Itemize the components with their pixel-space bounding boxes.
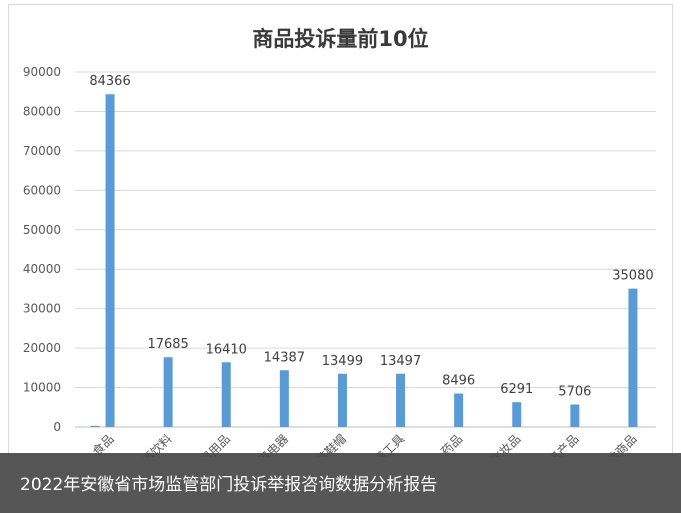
- y-tick-label: 40000: [23, 262, 61, 276]
- y-tick-label: 50000: [23, 223, 61, 237]
- secondary-bar: [90, 425, 100, 427]
- bar: [337, 373, 347, 427]
- y-tick-label: 0: [53, 420, 61, 434]
- chart-title: 商品投诉量前10位: [252, 27, 429, 51]
- data-label: 8496: [442, 373, 475, 388]
- y-tick-label: 70000: [23, 144, 61, 158]
- bar: [105, 94, 115, 428]
- data-label: 5706: [558, 384, 591, 399]
- bar: [628, 288, 638, 427]
- data-label: 16410: [206, 342, 247, 357]
- y-tick-label: 20000: [23, 341, 61, 355]
- bar: [163, 357, 173, 427]
- caption-bar: 2022年安徽省市场监管部门投诉举报咨询数据分析报告: [0, 453, 681, 513]
- y-tick-label: 10000: [23, 381, 61, 395]
- caption-text: 2022年安徽省市场监管部门投诉举报咨询数据分析报告: [20, 475, 438, 495]
- data-label: 14387: [264, 350, 305, 365]
- y-tick-label: 80000: [23, 104, 61, 118]
- chart-frame: 商品投诉量前10位 0 10000 20000 30000 40000 50000 6000…: [8, 4, 673, 457]
- bar: [221, 362, 231, 427]
- y-tick-label: 30000: [23, 302, 61, 316]
- chart-plot: 0 10000 20000 30000 40000 50000 60000 70000 8000…: [23, 65, 656, 457]
- bar: [454, 393, 464, 427]
- y-tick-label: 90000: [23, 65, 61, 79]
- data-label: 17685: [147, 337, 188, 352]
- data-label: 35080: [612, 269, 653, 284]
- bar: [396, 373, 406, 427]
- bar: [279, 370, 289, 427]
- data-label: 13497: [380, 354, 421, 369]
- y-tick-label: 60000: [23, 183, 61, 197]
- data-label: 13499: [322, 354, 363, 369]
- bar: [512, 402, 522, 427]
- bar: [570, 404, 580, 427]
- data-label: 84366: [89, 74, 130, 89]
- data-label: 6291: [500, 382, 533, 397]
